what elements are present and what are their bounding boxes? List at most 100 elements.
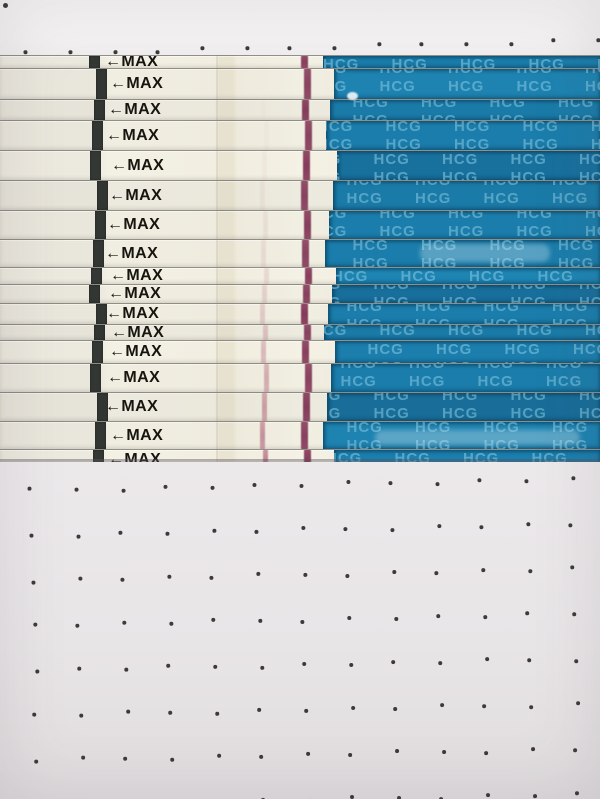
control-line [304,450,311,462]
grid-dot [76,534,81,539]
hcg-pattern-text: HCG HCG HCG HCG HCG HCG HCG HCG HCG HCG … [331,364,600,392]
test-line [262,285,267,303]
test-line [263,325,268,340]
grid-dot [485,793,491,798]
grid-dot [167,574,172,579]
test-strip: ←MAX HCG HCG HCG HCG HCG HCG HCG HCG HCG … [0,363,600,392]
grid-dot [68,50,73,54]
grid-dot [306,751,311,756]
grid-dot [155,50,160,54]
test-strip: ←MAX HCG HCG HCG HCG HCG HCG HCG HCG HCG … [0,239,600,267]
hcg-tape: HCG HCG HCG HCG HCG HCG HCG HCG HCG HCG … [324,325,600,340]
max-marker-bar [93,240,104,267]
grid-dot [377,42,381,46]
grid-dot [568,522,573,528]
grid-dot [303,572,308,577]
grid-dot [349,794,355,799]
grid-dot [210,486,215,491]
strip-crease [216,121,218,150]
test-strip: ←MAX HCG HCG HCG HCG HCG HCG HCG HCG HCG … [0,284,600,303]
strip-crease [216,268,218,284]
grid-dot [434,571,439,576]
control-line [303,151,310,180]
test-strip: ←MAX HCG HCG HCG HCG HCG HCG HCG HCG HCG … [0,392,600,421]
hcg-pattern-text: HCG HCG HCG HCG HCG HCG HCG HCG HCG HCG … [329,211,600,239]
test-strip: ←MAX HCG HCG HCG HCG HCG HCG HCG HCG HCG … [0,303,600,324]
grid-dot [260,665,265,670]
hcg-pattern-text: HCG HCG HCG HCG HCG HCG HCG HCG HCG HCG … [328,304,600,324]
grid-dot [394,617,399,622]
control-line [302,341,309,363]
hcg-tape: HCG HCG HCG HCG HCG HCG HCG HCG HCG HCG … [323,422,600,449]
control-line [301,304,308,324]
max-marker-bar [95,422,106,449]
test-line [260,304,265,324]
grid-dot [388,481,393,486]
test-line [261,240,266,267]
grid-dot [165,532,170,537]
hcg-tape: HCG HCG HCG HCG HCG HCG HCG HCG HCG HCG … [333,181,600,210]
grid-dot [254,529,259,534]
hcg-tape: HCG HCG HCG HCG HCG HCG HCG HCG HCG HCG … [326,121,600,150]
hcg-pattern-text: HCG HCG HCG HCG HCG HCG HCG HCG HCG HCG … [332,285,600,303]
max-marker-bar [96,304,107,324]
hcg-pattern-text: HCG HCG HCG HCG HCG HCG HCG HCG HCG HCG … [325,240,600,267]
test-strip: ←MAX HCG HCG HCG HCG HCG HCG HCG HCG HCG … [0,120,600,150]
grid-dot [574,659,579,664]
test-strip: ←MAX HCG HCG HCG HCG HCG HCG HCG HCG HCG … [0,267,600,284]
test-line [262,393,267,421]
grid-dot [529,705,534,710]
control-line [301,422,308,449]
max-marker-bar [97,181,108,210]
grid-dot [256,571,261,576]
grid-dot [163,485,168,490]
hcg-tape: HCG HCG HCG HCG HCG HCG HCG HCG HCG HCG … [334,450,600,462]
grid-dot [31,580,36,585]
max-marker-bar [92,341,103,363]
grid-dot [526,521,531,526]
grid-dot [343,527,348,532]
hcg-tape: HCG HCG HCG HCG HCG HCG HCG HCG HCG HCG … [331,364,600,392]
grid-dot [304,709,309,714]
hcg-pattern-text: HCG HCG HCG HCG HCG HCG HCG HCG HCG HCG … [336,268,600,284]
grid-dot [213,664,218,669]
test-strip: ←MAX HCG HCG HCG HCG HCG HCG HCG HCG HCG … [0,340,600,363]
grid-dot [440,703,445,708]
strip-crease [216,56,218,68]
grid-dot [332,46,336,50]
grid-dot [300,619,305,625]
grid-dot [245,46,249,50]
grid-dot [528,568,533,573]
max-marker-bar [97,393,108,421]
grid-dot [481,567,486,572]
grid-dot [120,578,125,583]
test-line [263,211,268,239]
grid-dot [79,713,84,718]
max-marker-bar [94,100,105,120]
grid-dot [32,712,37,717]
grid-dot [124,667,129,672]
test-line [264,268,269,284]
grid-dot [551,38,555,42]
grid-dot [29,533,34,538]
hcg-pattern-text: HCG HCG HCG HCG HCG HCG HCG HCG HCG HCG … [326,121,600,150]
strip-crease [216,285,218,303]
grid-dot [75,623,80,629]
grid-dot [437,524,442,529]
grid-dot [509,42,513,46]
max-label: ←MAX [107,369,161,386]
hcg-tape: HCG HCG HCG HCG HCG HCG HCG HCG HCG HCG … [330,100,600,120]
control-line [305,364,312,392]
strip-crease [216,304,218,324]
control-line [304,211,311,239]
hcg-pattern-text: HCG HCG HCG HCG HCG HCG HCG HCG HCG HCG … [330,100,600,120]
strip-crease [216,422,218,449]
grid-dot [524,479,529,484]
grid-dot [438,660,443,665]
hcg-tape: HCG HCG HCG HCG HCG HCG HCG HCG HCG HCG … [335,341,600,363]
grid-dot [573,748,578,753]
hcg-tape: HCG HCG HCG HCG HCG HCG HCG HCG HCG HCG … [337,151,600,180]
max-marker-bar [94,325,105,340]
hcg-tape: HCG HCG HCG HCG HCG HCG HCG HCG HCG HCG … [332,285,600,303]
